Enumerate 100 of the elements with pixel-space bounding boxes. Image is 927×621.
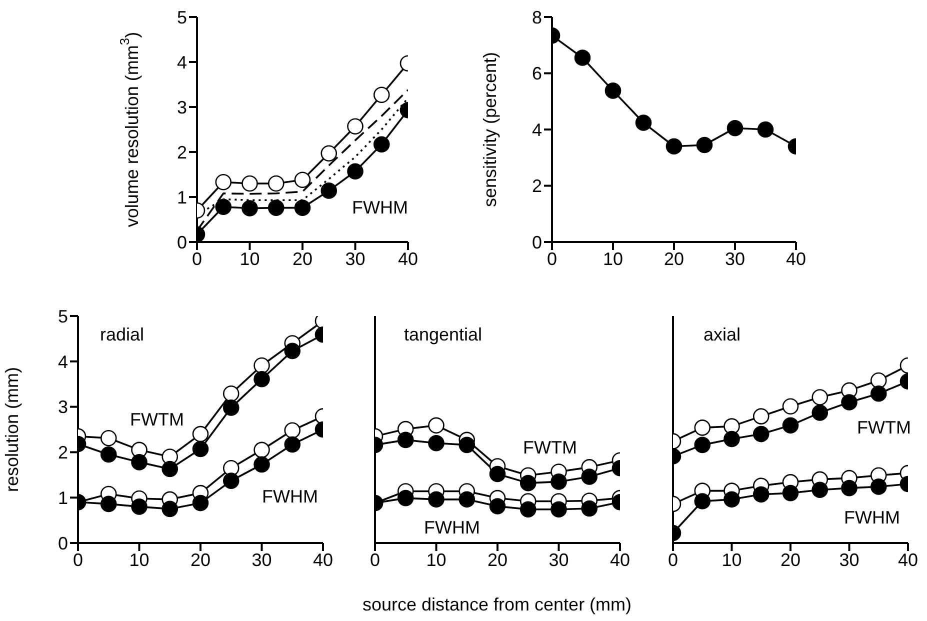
point <box>782 417 799 434</box>
x-tick-label: 30 <box>345 248 366 269</box>
x-tick-label: 20 <box>780 550 801 570</box>
x-tick-label: 20 <box>487 550 508 570</box>
x-axis-title: source distance from center (mm) <box>362 594 632 616</box>
point <box>284 436 301 453</box>
point <box>215 174 232 190</box>
y-tick-label: 2 <box>58 442 68 463</box>
x-tick-label: 40 <box>786 248 806 269</box>
point <box>841 480 858 496</box>
point <box>752 486 770 503</box>
point <box>694 436 711 454</box>
point <box>222 472 240 489</box>
y-tick-label: 4 <box>532 120 542 140</box>
point <box>581 500 598 517</box>
x-tick-label: 40 <box>898 550 918 570</box>
y-tick-label: 5 <box>58 306 68 326</box>
point <box>489 466 506 482</box>
x-tick-label: 30 <box>548 550 569 570</box>
point <box>215 198 232 216</box>
annotation: FWHM <box>352 198 408 218</box>
point <box>428 491 444 508</box>
point <box>757 121 774 138</box>
point <box>870 372 887 389</box>
x-tick-label: 20 <box>190 550 211 570</box>
point <box>242 175 258 192</box>
point <box>724 430 740 448</box>
annotation: FWTM <box>130 410 184 430</box>
y-tick-label: 2 <box>176 142 187 162</box>
point <box>841 394 858 410</box>
point <box>254 370 270 388</box>
point <box>320 145 338 162</box>
point <box>222 400 240 416</box>
x-tick-label: 10 <box>129 550 150 570</box>
point <box>550 474 567 490</box>
point <box>373 86 390 103</box>
point <box>100 430 117 446</box>
point <box>428 417 444 434</box>
y-tick-label: 0 <box>58 533 68 554</box>
point <box>458 436 476 454</box>
point <box>254 357 270 374</box>
y-tick-label: 5 <box>176 7 187 28</box>
point <box>397 490 414 506</box>
y-axis-title: resolution (mm) <box>2 366 22 492</box>
point <box>694 420 711 436</box>
point <box>782 398 799 414</box>
y-tick-label: 4 <box>58 352 68 372</box>
point <box>581 468 598 485</box>
point <box>320 182 338 199</box>
annotation: radial <box>100 324 144 346</box>
x-tick-label: 40 <box>610 550 630 570</box>
point <box>242 200 258 216</box>
point <box>397 432 414 448</box>
x-tick-label: 0 <box>192 248 202 269</box>
y-tick-label: 6 <box>532 64 542 84</box>
x-tick-label: 10 <box>602 248 624 269</box>
point <box>604 82 622 99</box>
x-tick-label: 30 <box>839 550 860 570</box>
point <box>131 454 148 470</box>
point <box>458 491 476 508</box>
y-axis-title: sensitivity (percent) <box>480 52 500 208</box>
x-tick-label: 10 <box>426 550 446 570</box>
y-tick-label: 0 <box>532 232 542 252</box>
point <box>694 493 711 510</box>
point <box>162 500 178 518</box>
annotation: FWHM <box>262 486 318 508</box>
y-tick-label: 3 <box>58 397 68 418</box>
point <box>666 138 682 155</box>
y-tick-label: 1 <box>58 488 68 508</box>
y-tick-label: 2 <box>532 176 542 196</box>
point <box>550 501 567 518</box>
point <box>294 172 311 188</box>
x-tick-label: 10 <box>722 550 742 570</box>
x-tick-label: 40 <box>398 248 418 269</box>
point <box>812 389 828 406</box>
point <box>812 404 828 421</box>
point <box>284 342 301 360</box>
x-tick-label: 0 <box>72 550 84 570</box>
point <box>870 385 887 402</box>
point <box>192 426 209 442</box>
point <box>428 434 444 452</box>
point <box>192 440 209 458</box>
annotation: tangential <box>404 324 482 346</box>
point <box>782 484 799 502</box>
point <box>635 114 652 131</box>
annotation: FWTM <box>857 418 911 438</box>
point <box>254 442 270 458</box>
annotation: axial <box>703 324 741 346</box>
annotation: FWHM <box>424 518 480 538</box>
x-tick-label: 10 <box>240 248 260 269</box>
point <box>812 482 828 498</box>
point <box>254 456 270 473</box>
annotation: FWTM <box>523 438 577 458</box>
y-tick-label: 8 <box>532 7 542 28</box>
point <box>752 426 770 442</box>
x-tick-label: 0 <box>370 550 380 570</box>
point <box>726 120 744 136</box>
point <box>222 385 240 402</box>
x-tick-label: 20 <box>664 248 684 269</box>
point <box>373 136 390 152</box>
